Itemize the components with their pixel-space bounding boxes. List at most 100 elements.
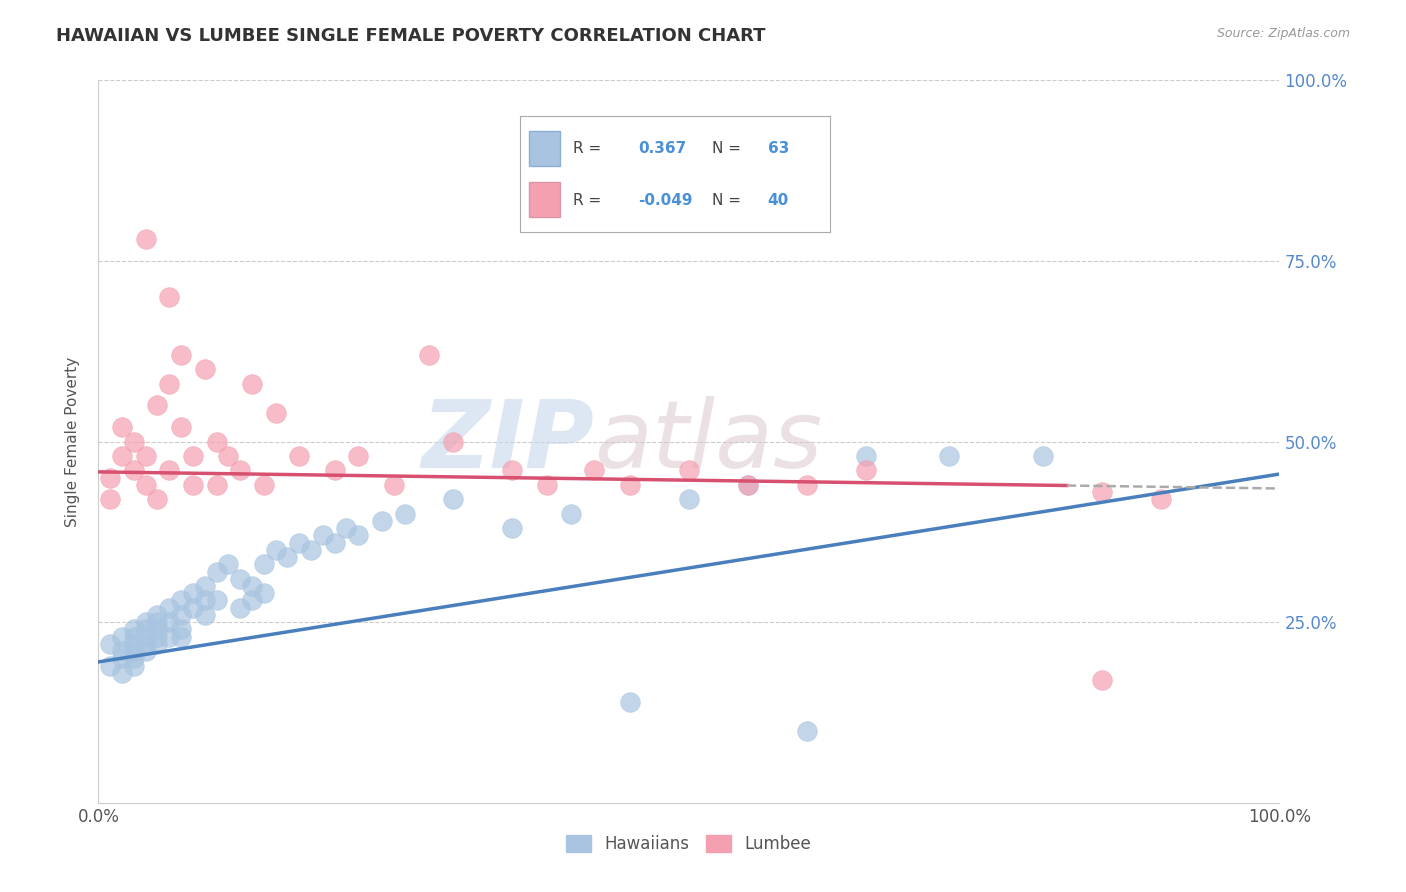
Point [146, 637, 169, 651]
Point [170, 630, 193, 644]
Point [181, 586, 204, 600]
Point [122, 623, 145, 637]
Point [1150, 492, 1173, 507]
Point [170, 420, 193, 434]
Point [205, 434, 228, 449]
Point [229, 463, 252, 477]
Point [288, 449, 311, 463]
Point [737, 478, 759, 492]
Text: 63: 63 [768, 141, 789, 156]
Point [111, 651, 134, 665]
Point [1091, 485, 1114, 500]
Point [253, 478, 276, 492]
Point [619, 478, 641, 492]
Point [501, 463, 523, 477]
Point [122, 651, 145, 665]
Point [205, 593, 228, 607]
Point [276, 550, 298, 565]
Point [264, 542, 287, 557]
Point [122, 637, 145, 651]
Point [170, 623, 193, 637]
Text: -0.049: -0.049 [638, 193, 692, 208]
Point [312, 528, 335, 542]
Point [122, 434, 145, 449]
Point [146, 398, 169, 412]
Point [111, 630, 134, 644]
Point [253, 586, 276, 600]
Point [98, 470, 121, 484]
Point [122, 463, 145, 477]
Point [441, 492, 464, 507]
Point [122, 644, 145, 658]
Point [501, 521, 523, 535]
Point [157, 630, 180, 644]
Point [536, 478, 558, 492]
Point [441, 434, 464, 449]
Point [288, 535, 311, 549]
Y-axis label: Single Female Poverty: Single Female Poverty [65, 357, 80, 526]
Point [122, 658, 145, 673]
Point [560, 507, 582, 521]
Point [678, 492, 700, 507]
Text: N =: N = [711, 193, 741, 208]
Point [347, 528, 370, 542]
Point [135, 630, 157, 644]
Point [146, 492, 169, 507]
Point [111, 420, 134, 434]
Point [253, 558, 276, 572]
Point [194, 579, 217, 593]
Point [135, 232, 157, 246]
Text: R =: R = [572, 193, 600, 208]
Point [205, 565, 228, 579]
Point [678, 463, 700, 477]
Text: atlas: atlas [595, 396, 823, 487]
Point [418, 348, 440, 362]
Point [146, 607, 169, 622]
Text: 0.367: 0.367 [638, 141, 686, 156]
Point [371, 514, 394, 528]
Point [98, 492, 121, 507]
FancyBboxPatch shape [530, 131, 561, 166]
Point [299, 542, 322, 557]
Point [240, 579, 263, 593]
Point [240, 376, 263, 391]
Point [181, 600, 204, 615]
Point [229, 600, 252, 615]
Point [135, 615, 157, 630]
Point [157, 376, 180, 391]
Point [157, 290, 180, 304]
Point [194, 362, 217, 376]
Point [583, 463, 606, 477]
Point [157, 600, 180, 615]
Point [323, 463, 346, 477]
Point [335, 521, 357, 535]
Point [737, 478, 759, 492]
Point [194, 593, 217, 607]
Point [98, 658, 121, 673]
Point [347, 449, 370, 463]
Point [323, 535, 346, 549]
Point [394, 507, 416, 521]
Point [229, 572, 252, 586]
Point [111, 665, 134, 680]
Point [146, 630, 169, 644]
Point [240, 593, 263, 607]
Point [170, 593, 193, 607]
Point [157, 615, 180, 630]
Point [855, 449, 877, 463]
Point [217, 449, 239, 463]
Point [146, 623, 169, 637]
Point [796, 723, 818, 738]
Point [135, 623, 157, 637]
Point [205, 478, 228, 492]
Point [170, 607, 193, 622]
Point [382, 478, 405, 492]
Point [122, 630, 145, 644]
FancyBboxPatch shape [530, 182, 561, 217]
Point [1091, 673, 1114, 687]
Point [796, 478, 818, 492]
Point [1032, 449, 1054, 463]
Point [170, 348, 193, 362]
Point [855, 463, 877, 477]
Point [111, 644, 134, 658]
